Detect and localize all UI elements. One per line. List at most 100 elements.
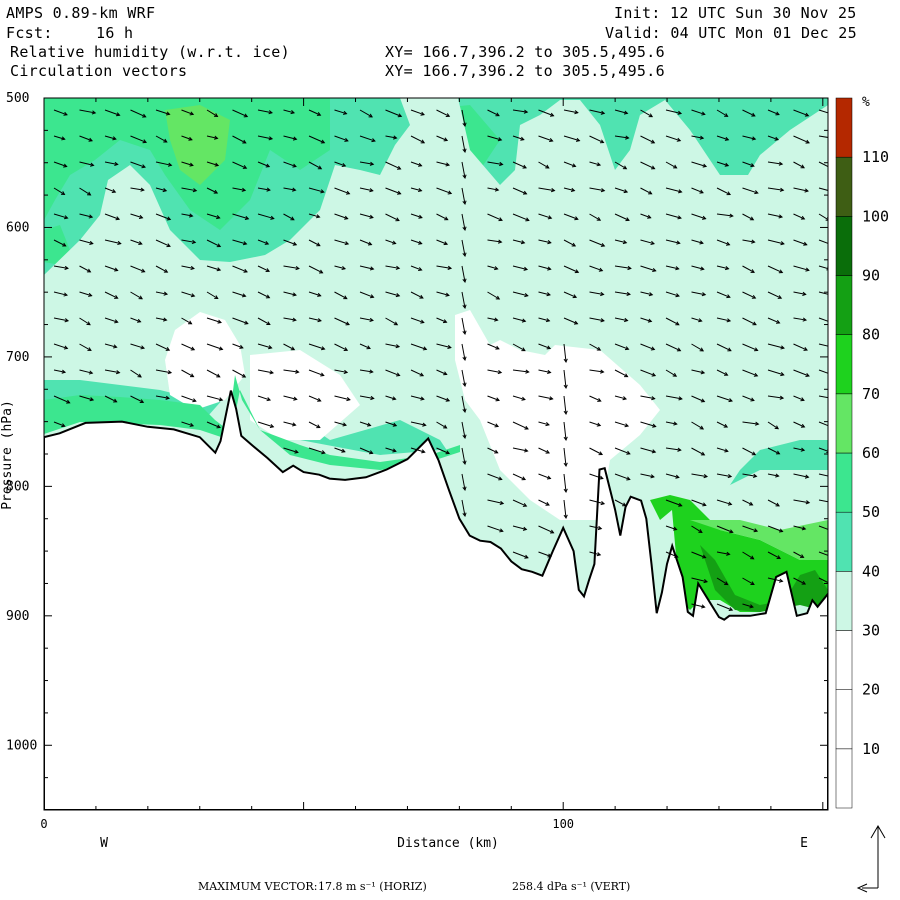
wind-vector	[818, 551, 828, 556]
wind-vector-head	[549, 112, 555, 117]
wind-vector-head	[443, 371, 448, 376]
wind-vector-head	[216, 373, 221, 378]
wind-vector	[181, 291, 195, 297]
wind-vector-head	[462, 226, 467, 232]
wind-vector	[232, 343, 243, 349]
wind-vector-head	[648, 113, 654, 118]
wind-vector-head	[292, 163, 297, 168]
wind-vector	[461, 369, 466, 387]
wind-vector-head	[699, 240, 704, 245]
wind-vector-head	[563, 410, 568, 416]
wind-vector	[767, 447, 780, 455]
wind-vector	[614, 135, 629, 139]
wind-vector-head	[341, 162, 347, 167]
wind-vector	[512, 135, 524, 141]
wind-vector	[563, 135, 580, 142]
wind-vector-head	[499, 500, 505, 505]
wind-vector	[79, 291, 92, 297]
wind-vector-head	[295, 369, 300, 374]
wind-vector	[53, 343, 68, 349]
wind-vector-head	[189, 213, 194, 218]
wind-vector	[232, 109, 248, 118]
wind-vector	[691, 577, 708, 583]
wind-vector	[79, 395, 94, 401]
wind-vector	[181, 239, 196, 243]
wind-vector	[665, 317, 680, 326]
wind-vector-head	[545, 164, 550, 169]
wind-vector	[589, 343, 601, 351]
wind-vector-head	[369, 317, 374, 323]
wind-vector	[614, 161, 627, 170]
wind-vector-head	[652, 267, 657, 273]
wind-vector-head	[498, 217, 503, 222]
wind-vector	[334, 369, 348, 373]
wind-vector-head	[497, 137, 503, 142]
wind-vector	[487, 161, 503, 165]
wind-vector	[53, 213, 68, 219]
wind-vector-head	[831, 243, 834, 246]
wind-vector	[487, 395, 500, 401]
wind-vector-head	[397, 113, 403, 118]
wind-vector-head	[699, 347, 705, 352]
wind-vector-head	[752, 473, 758, 478]
wind-vector	[716, 577, 728, 586]
wind-vector-head	[499, 528, 504, 533]
wind-vector-head	[525, 217, 530, 222]
wind-vector	[818, 265, 828, 270]
wind-vector-head	[462, 252, 467, 258]
wind-vector-head	[243, 268, 248, 273]
wind-vector-head	[698, 529, 703, 533]
wind-vector-head	[524, 554, 529, 559]
wind-vector	[461, 161, 466, 179]
wind-vector-head	[702, 163, 708, 168]
wind-vector-head	[64, 318, 70, 323]
wind-vector-head	[800, 164, 805, 169]
wind-vector-head	[702, 554, 707, 559]
wind-vector	[614, 265, 631, 269]
wind-vector	[589, 525, 602, 530]
wind-vector-head	[421, 449, 426, 454]
wind-vector	[334, 291, 348, 300]
wind-vector	[155, 343, 170, 351]
colorbar: 10 20 30 40 50 60 70 80 90 100 110	[835, 97, 889, 809]
wind-vector-head	[112, 136, 117, 141]
wind-vector-head	[677, 447, 682, 452]
wind-vector	[742, 187, 758, 194]
wind-vector	[181, 109, 194, 115]
wind-vector	[155, 109, 170, 115]
wind-vector	[818, 239, 828, 244]
wind-vector-head	[701, 111, 706, 116]
wind-vector	[334, 265, 346, 270]
wind-vector-head	[317, 318, 322, 323]
wind-vector	[640, 343, 655, 351]
wind-vector	[691, 291, 706, 296]
wind-vector-head	[780, 372, 785, 377]
wind-vector	[512, 421, 529, 430]
wind-vector-head	[346, 396, 351, 402]
wind-vector	[665, 395, 682, 400]
wind-vector-head	[88, 370, 94, 375]
wind-vector-head	[268, 136, 274, 141]
colorbar-label: 110	[862, 148, 889, 166]
colorbar-label: 90	[862, 267, 880, 285]
wind-vector	[206, 421, 221, 428]
wind-vector-head	[419, 294, 424, 299]
wind-vector-head	[192, 188, 198, 193]
wind-vector-head	[165, 395, 170, 400]
wind-vector-head	[462, 356, 467, 362]
wind-vector-head	[216, 267, 222, 272]
wind-vector	[538, 135, 553, 142]
wind-vector-head	[369, 161, 375, 166]
wind-vector-head	[264, 240, 270, 245]
wind-vector	[589, 187, 605, 192]
wind-vector	[232, 369, 246, 378]
wind-vector-head	[320, 189, 325, 194]
wind-vector-head	[597, 525, 603, 531]
wind-vector-head	[596, 346, 602, 351]
wind-vector	[436, 161, 450, 166]
wind-vector-head	[803, 241, 808, 246]
wind-vector-head	[678, 396, 683, 401]
wind-vector-head	[266, 187, 271, 192]
wind-vector-head	[648, 292, 654, 297]
wind-vector-head	[701, 604, 706, 609]
